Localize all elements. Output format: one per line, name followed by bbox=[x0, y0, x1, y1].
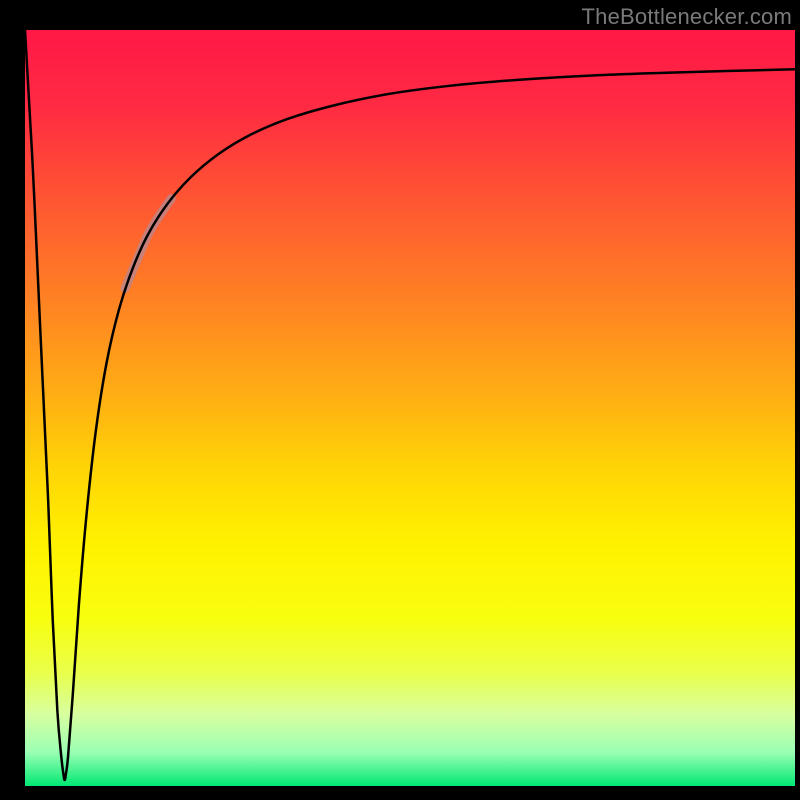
plot-background bbox=[25, 30, 795, 786]
bottleneck-curve-chart bbox=[0, 0, 800, 800]
chart-container: TheBottlenecker.com bbox=[0, 0, 800, 800]
